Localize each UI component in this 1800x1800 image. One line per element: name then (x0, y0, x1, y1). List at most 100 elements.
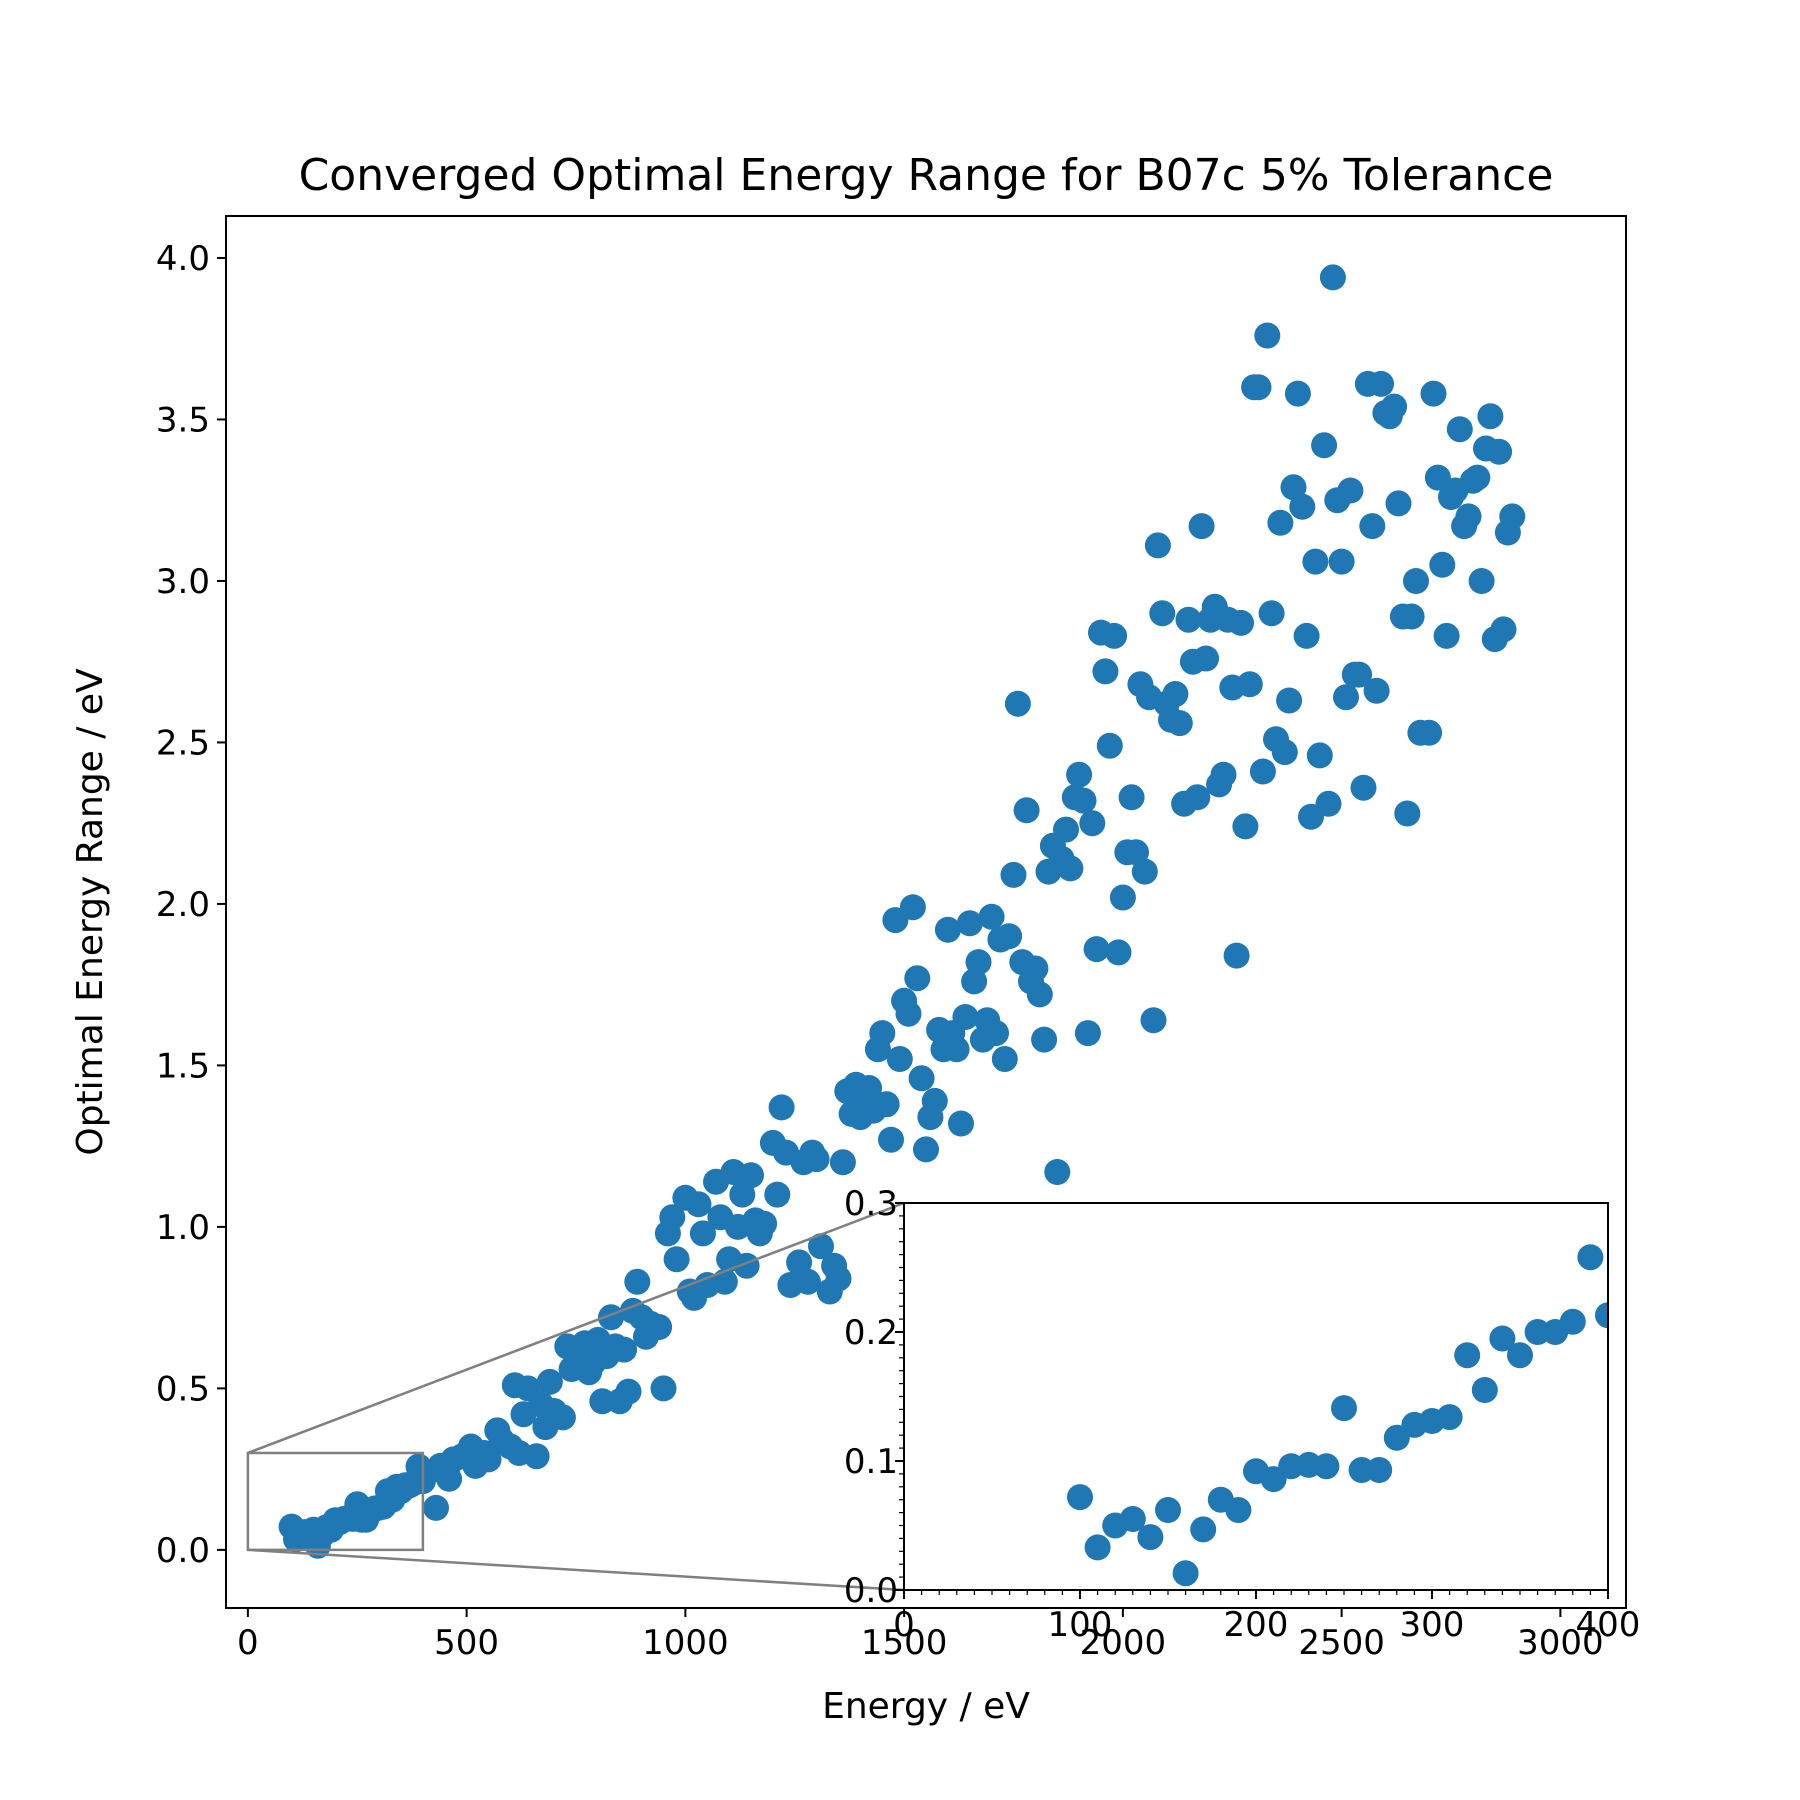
y-tick-label: 1.5 (156, 1046, 210, 1086)
inset-x-tick-label: 0 (893, 1605, 915, 1645)
data-point (1096, 732, 1123, 759)
inset-data-point (1436, 1404, 1463, 1431)
inset-x-tick-label: 400 (1576, 1605, 1641, 1645)
data-point (1074, 1020, 1101, 1047)
data-point (1149, 600, 1176, 627)
data-point (1490, 616, 1517, 643)
data-point (751, 1210, 778, 1237)
data-point (1350, 774, 1377, 801)
data-point (1477, 403, 1504, 430)
data-point (803, 1146, 830, 1173)
data-point (1057, 855, 1084, 882)
data-point (1319, 264, 1346, 291)
data-point (1083, 936, 1110, 963)
data-point (423, 1494, 449, 1521)
y-tick-label: 0.0 (156, 1531, 210, 1571)
data-point (1486, 438, 1513, 465)
data-point (1101, 622, 1128, 649)
x-tick-label: 2000 (1080, 1623, 1167, 1663)
x-tick-label: 0 (237, 1623, 259, 1663)
data-point (1254, 322, 1281, 349)
data-point (1311, 432, 1338, 459)
data-point (1026, 981, 1053, 1008)
x-axis-label: Energy / eV (822, 1686, 1030, 1727)
y-tick-label: 2.0 (156, 885, 210, 925)
x-tick-label: 3000 (1517, 1623, 1604, 1663)
data-point (978, 903, 1005, 930)
data-point (1385, 490, 1412, 517)
inset-data-point (1155, 1497, 1181, 1523)
x-tick-label: 1500 (861, 1623, 948, 1663)
data-point (1193, 645, 1219, 672)
y-tick-label: 3.5 (156, 400, 210, 440)
data-point (1258, 600, 1285, 627)
inset-y-tick-label: 0.1 (844, 1442, 898, 1482)
data-point (956, 910, 983, 937)
data-point (1044, 1159, 1071, 1185)
inset-data-point (1471, 1377, 1498, 1403)
data-point (921, 1087, 948, 1114)
inset-data-point (1507, 1342, 1533, 1369)
y-axis-label: Optimal Energy Range / eV (70, 668, 111, 1156)
data-point (1079, 810, 1106, 837)
data-point (1188, 513, 1215, 540)
data-point (1140, 1007, 1167, 1034)
data-point (1053, 816, 1079, 843)
zoom-connector-line (247, 1201, 905, 1455)
data-point (1433, 622, 1460, 649)
inset-data-point (1067, 1484, 1093, 1511)
data-point (1184, 784, 1211, 811)
chart-title: Converged Optimal Energy Range for B07c … (299, 150, 1554, 201)
inset-y-tick-label: 0.3 (844, 1184, 898, 1224)
data-point (1403, 568, 1429, 594)
data-point (1429, 551, 1456, 578)
inset-data-point (1084, 1534, 1111, 1561)
data-point (1398, 603, 1425, 630)
data-point (965, 949, 992, 976)
data-point (685, 1191, 712, 1218)
data-point (1249, 758, 1276, 785)
data-point (711, 1268, 738, 1295)
data-point (659, 1204, 686, 1231)
data-point (1381, 393, 1408, 420)
inset-data-point (1225, 1497, 1252, 1523)
data-point (856, 1075, 883, 1101)
y-tick-label: 0.5 (156, 1369, 210, 1409)
data-point (1066, 761, 1093, 788)
inset-data-point (1454, 1342, 1481, 1369)
inset-data-point (1577, 1244, 1604, 1271)
zoom-connector-line (247, 1548, 905, 1592)
inset-plot: 0 100 200 300 400 0.0 0.1 0.2 0.3 (844, 1184, 1641, 1645)
data-point (991, 1046, 1018, 1072)
data-point (598, 1304, 624, 1331)
y-tick-label: 3.0 (156, 562, 210, 602)
data-point (663, 1246, 690, 1273)
data-point (1455, 503, 1482, 530)
data-point (996, 923, 1023, 950)
data-point (1359, 513, 1386, 540)
zoom-region-box (246, 1451, 425, 1552)
data-point (1276, 687, 1303, 714)
inset-x-tick-label: 100 (1048, 1605, 1113, 1645)
data-point (943, 1036, 970, 1063)
data-point (869, 1020, 896, 1047)
data-point (1328, 548, 1355, 575)
y-tick-label: 1.0 (156, 1208, 210, 1248)
data-point (1468, 568, 1495, 594)
data-point (913, 1136, 939, 1163)
data-point (523, 1443, 550, 1470)
data-point (738, 1162, 764, 1189)
data-point (689, 1220, 716, 1247)
data-point (1070, 787, 1097, 814)
inset-data-point (1172, 1560, 1199, 1587)
data-point (1232, 813, 1259, 840)
data-point (886, 1046, 913, 1072)
data-point (1333, 684, 1359, 711)
inset-y-tick-label: 0.2 (844, 1313, 898, 1353)
data-point (475, 1446, 502, 1473)
data-point (764, 1181, 791, 1208)
data-point (829, 1149, 856, 1176)
data-point (549, 1404, 576, 1431)
data-point (1000, 861, 1027, 888)
data-point (952, 1004, 979, 1030)
